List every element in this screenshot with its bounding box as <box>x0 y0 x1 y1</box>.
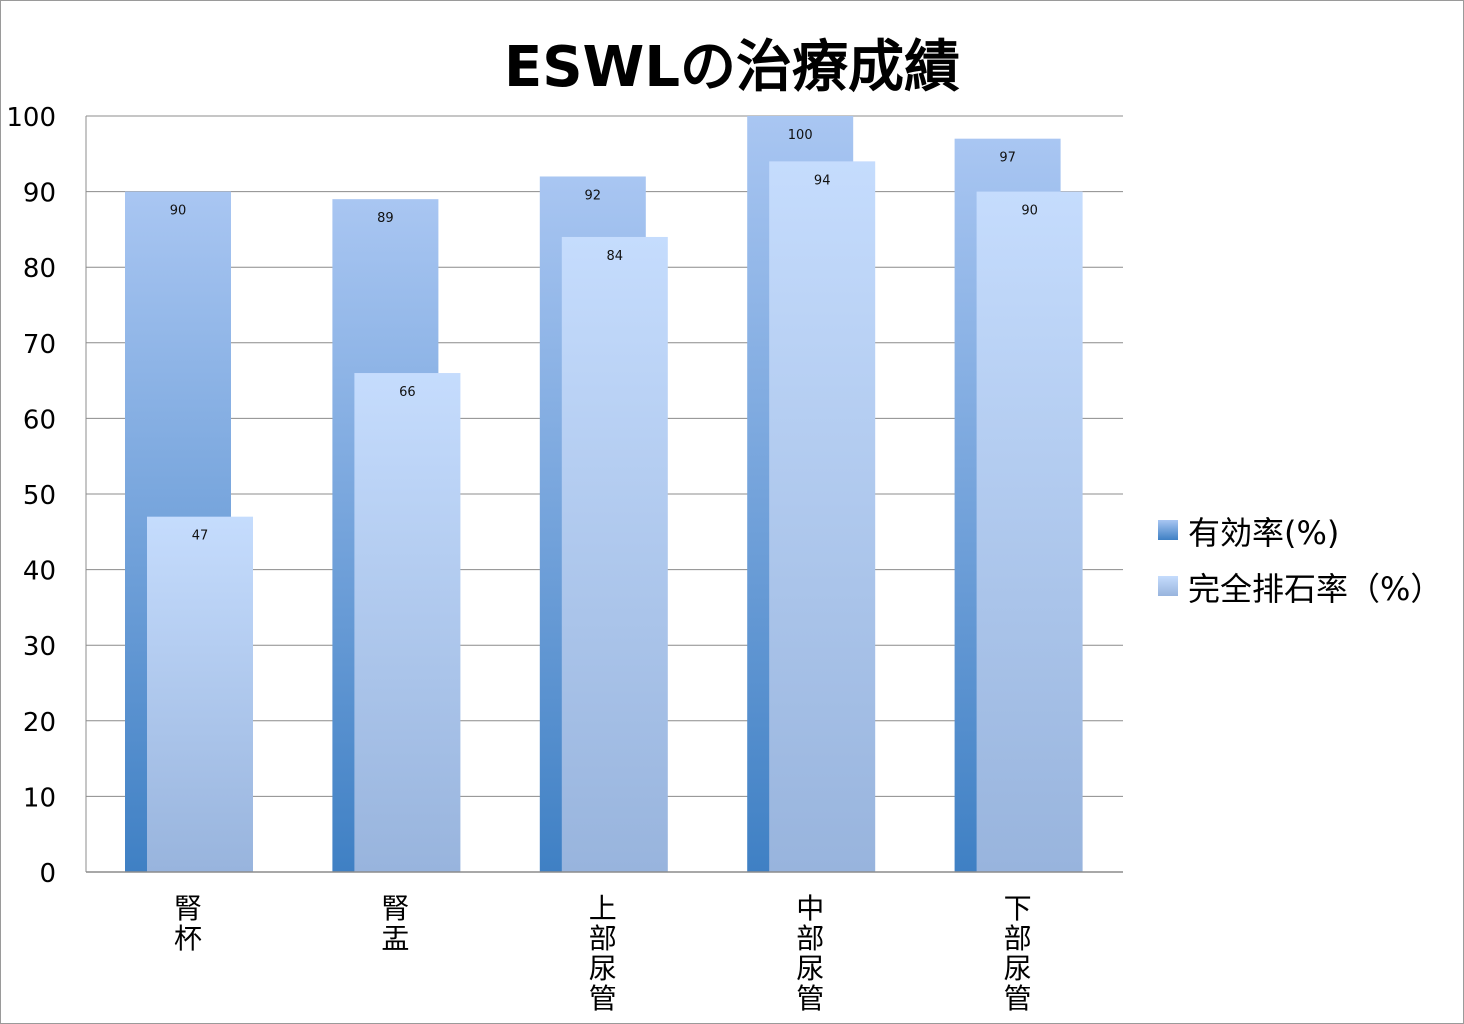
data-label-series2-5: 90 <box>1021 204 1038 219</box>
bar-series2-2 <box>354 373 461 872</box>
x-category-label-5: 部 <box>1004 922 1032 955</box>
bars <box>125 116 1083 873</box>
bar-series2-3 <box>561 236 668 872</box>
y-tick-label: 0 <box>39 859 56 889</box>
y-tick-label: 90 <box>23 179 56 209</box>
x-category-label-4: 中 <box>796 892 824 925</box>
x-category-label-3: 部 <box>589 922 617 955</box>
legend-label-stone-free-rate: 完全排石率（%） <box>1188 570 1443 608</box>
data-label-series1-5: 97 <box>999 151 1016 166</box>
x-category-label-5: 尿 <box>1004 952 1032 985</box>
y-tick-label: 20 <box>23 708 56 738</box>
x-category-label-5: 下 <box>1004 892 1032 925</box>
chart-title: ESWLの治療成績 <box>503 35 961 100</box>
x-category-label-1: 杯 <box>174 922 202 955</box>
legend-swatch-effective-rate <box>1158 520 1178 540</box>
bar-series2-4 <box>769 161 876 873</box>
x-category-label-4: 部 <box>796 922 824 955</box>
x-category-label-3: 管 <box>589 982 617 1015</box>
y-tick-label: 70 <box>23 330 56 360</box>
data-labels: 90 47 89 66 92 84 100 94 97 90 <box>170 128 1038 544</box>
y-tick-label: 10 <box>23 783 56 813</box>
x-category-label-1: 腎 <box>174 892 202 925</box>
data-label-series2-3: 84 <box>607 249 624 264</box>
x-category-label-3: 尿 <box>589 952 617 985</box>
x-category-label-4: 管 <box>796 982 824 1015</box>
bar-series2-5 <box>976 191 1083 873</box>
y-tick-label: 100 <box>6 103 56 133</box>
y-tick-label: 40 <box>23 557 56 587</box>
x-category-label-5: 管 <box>1004 982 1032 1015</box>
y-tick-label: 80 <box>23 254 56 284</box>
data-label-series2-4: 94 <box>814 173 831 188</box>
x-category-label-3: 上 <box>589 892 617 925</box>
data-label-series1-4: 100 <box>788 128 813 143</box>
x-category-label-2: 盂 <box>381 922 409 955</box>
legend-swatch-stone-free-rate <box>1158 576 1178 596</box>
data-label-series2-1: 47 <box>192 529 209 544</box>
legend-label-effective-rate: 有効率(%) <box>1188 514 1340 552</box>
data-label-series1-1: 90 <box>170 204 187 219</box>
data-label-series1-2: 89 <box>377 211 394 226</box>
x-category-label-2: 腎 <box>381 892 409 925</box>
y-tick-label: 50 <box>23 481 56 511</box>
data-label-series2-2: 66 <box>399 385 416 400</box>
bar-series2-1 <box>147 516 253 872</box>
x-category-label-4: 尿 <box>796 952 824 985</box>
y-tick-label: 30 <box>23 632 56 662</box>
y-tick-label: 60 <box>23 405 56 435</box>
data-label-series1-3: 92 <box>585 188 602 203</box>
